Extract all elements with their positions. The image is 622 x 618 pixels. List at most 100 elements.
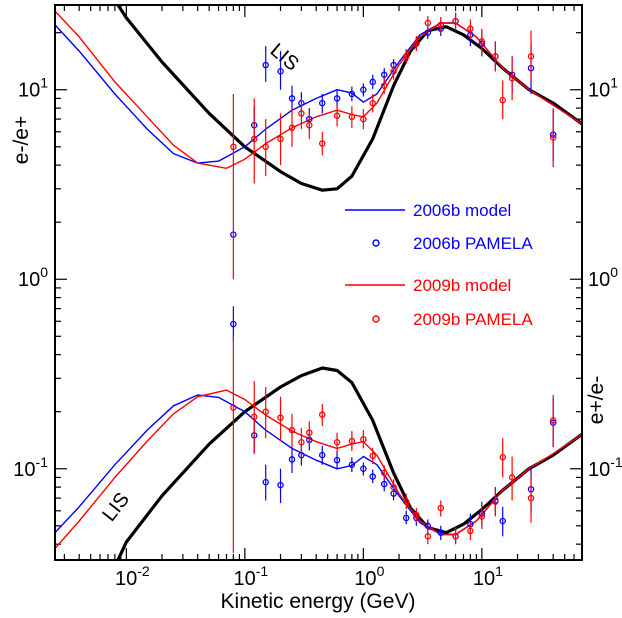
data-point <box>333 112 341 119</box>
data-point <box>492 498 499 505</box>
curve-annotation: LIS <box>266 39 303 75</box>
data-point <box>288 95 296 102</box>
data-point <box>250 413 258 421</box>
data-point <box>262 61 269 69</box>
data-point <box>424 19 432 27</box>
data-point <box>402 498 410 505</box>
data-point <box>499 97 506 104</box>
legend-label: 2009b PAMELA <box>413 310 533 329</box>
data-point <box>348 461 356 468</box>
data-point <box>380 71 388 78</box>
data-point <box>478 513 486 520</box>
data-point <box>499 517 506 525</box>
data-point <box>390 483 397 491</box>
data-point <box>306 121 313 129</box>
data-point <box>478 38 486 45</box>
data-point <box>262 478 269 486</box>
y-tick-label-right: 100 <box>588 264 618 291</box>
data-point <box>306 429 313 436</box>
data-point <box>369 99 376 107</box>
data-point <box>413 40 420 47</box>
legend-label: 2006b PAMELA <box>413 234 533 253</box>
data-point <box>333 438 341 446</box>
data-point <box>348 90 356 98</box>
data-point <box>437 529 445 536</box>
data-point <box>333 456 341 464</box>
data-point <box>390 68 397 75</box>
y-tick-label-left: 10-1 <box>13 454 48 481</box>
data-point <box>499 454 506 461</box>
data-point <box>277 135 284 143</box>
legend-label: 2006b model <box>413 201 511 220</box>
data-point <box>230 320 237 328</box>
data-point <box>319 411 326 418</box>
y-tick-label-left: 100 <box>18 264 48 291</box>
data-point <box>277 68 284 75</box>
data-point <box>549 134 557 141</box>
data-point <box>277 481 284 489</box>
data-point <box>298 438 305 446</box>
data-point <box>508 474 516 481</box>
data-point <box>413 511 420 519</box>
data-point <box>437 504 445 512</box>
points-layer <box>230 12 557 553</box>
x-tick-label: 101 <box>473 563 503 590</box>
data-point <box>288 456 296 463</box>
y-axis-title-right: e+/e- <box>585 376 608 424</box>
data-point <box>369 452 376 460</box>
data-point <box>250 135 258 143</box>
plot-frame <box>54 4 583 561</box>
curve-annotation: LIS <box>98 489 134 526</box>
data-point <box>452 533 459 540</box>
data-point <box>360 86 367 93</box>
data-point <box>360 436 367 443</box>
data-point <box>319 140 326 147</box>
data-point <box>298 110 305 117</box>
data-point <box>380 469 388 477</box>
data-point <box>527 494 535 502</box>
data-point <box>360 465 367 473</box>
data-point <box>333 95 341 102</box>
data-point <box>380 480 388 488</box>
y-tick-label-right: 101 <box>588 75 618 102</box>
data-point <box>319 451 326 459</box>
legend-marker-swatch <box>372 315 380 323</box>
x-axis-title: Kinetic energy (GeV) <box>221 590 416 613</box>
data-point <box>230 404 237 411</box>
data-point <box>288 426 296 434</box>
legend: 2006b model 2006b PAMELA 2009b model 2009b … <box>345 201 533 329</box>
x-tick-label: 100 <box>354 563 384 590</box>
data-point <box>402 514 410 522</box>
data-point <box>452 17 459 25</box>
data-point <box>527 53 535 60</box>
y-tick-label-right: 10-1 <box>588 454 622 481</box>
data-point <box>437 21 445 29</box>
data-point <box>360 115 367 123</box>
data-point <box>288 124 296 132</box>
series-line <box>55 10 582 170</box>
data-point <box>262 143 269 151</box>
data-point <box>348 437 356 445</box>
data-point <box>369 473 376 480</box>
legend-marker-swatch <box>372 239 380 247</box>
data-point <box>467 527 474 535</box>
data-point <box>492 53 499 60</box>
data-point <box>230 143 237 151</box>
x-tick-label: 10-1 <box>233 563 268 590</box>
data-point <box>402 53 410 60</box>
data-point <box>277 414 284 421</box>
legend-label: 2009b model <box>413 276 511 295</box>
data-point <box>262 408 269 415</box>
y-tick-label-left: 101 <box>18 75 48 102</box>
data-point <box>467 25 474 32</box>
data-point <box>348 113 356 121</box>
data-point <box>549 417 557 424</box>
tick-labels: 10-2 10-1 100 101 10-1 10-1 100 100 101 101 <box>13 75 622 590</box>
data-point <box>380 82 388 89</box>
data-point <box>369 78 376 86</box>
y-axis-title-left: e-/e+ <box>10 116 33 164</box>
x-tick-label: 10-2 <box>115 563 150 590</box>
data-point <box>508 74 516 82</box>
data-point <box>319 99 326 107</box>
